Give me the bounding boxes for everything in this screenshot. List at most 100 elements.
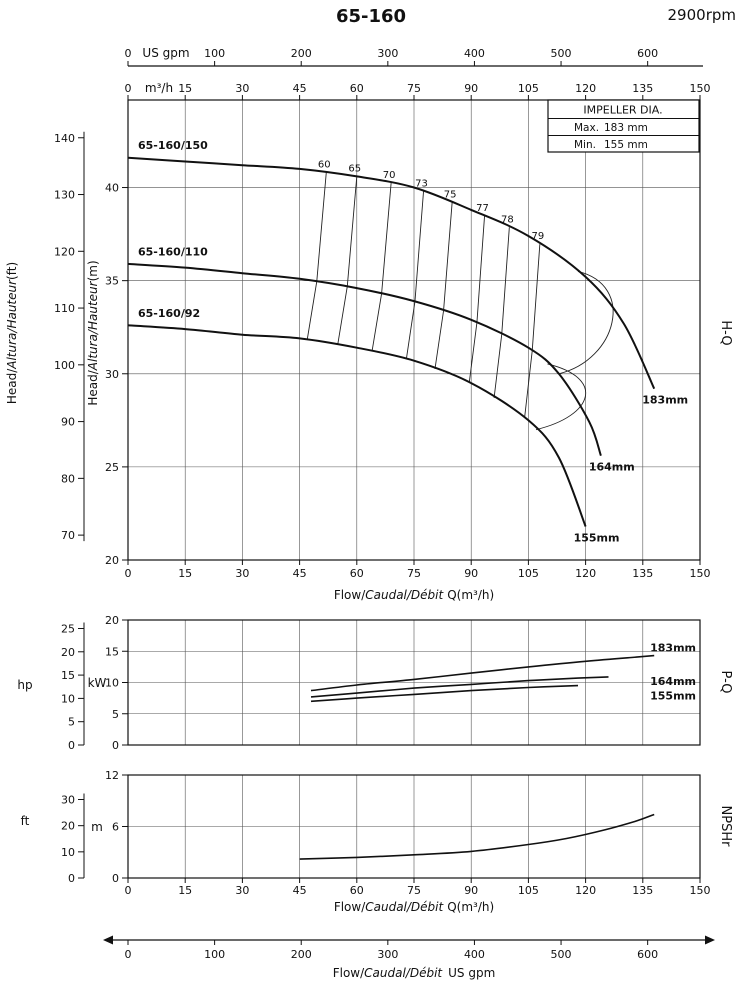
- npshr-flow-caption: Flow/Caudal/Débit Q(m³/h): [334, 900, 494, 914]
- npshr-curve: [299, 813, 655, 860]
- efficiency-line: [524, 244, 541, 418]
- npsh-m-tick-label: 12: [105, 769, 119, 782]
- pq-panel-label: P-Q: [718, 671, 733, 694]
- axis-arrow-right-icon: [705, 935, 715, 945]
- flow-tick-label: 105: [518, 567, 539, 580]
- npsh-m-tick-label: 0: [112, 872, 119, 885]
- gpm-flow-caption: Flow/Caudal/Débit US gpm: [333, 966, 496, 980]
- power-kw-tick-label: 0: [112, 739, 119, 752]
- impeller-min-label: Min.: [574, 139, 596, 151]
- head-ft-tick-label: 120: [54, 245, 75, 258]
- flow-tick-label: 150: [690, 567, 711, 580]
- npsh-ft-tick-label: 0: [68, 872, 75, 885]
- efficiency-label: 73: [415, 178, 428, 189]
- head-ft-tick-label: 70: [61, 529, 75, 542]
- head-ft-axis-label: Head/Altura/Hauteur(ft): [5, 262, 19, 404]
- flow-tick-label: 15: [178, 884, 192, 897]
- power-hp-tick-label: 0: [68, 739, 75, 752]
- power-curve-label: 164mm: [650, 675, 696, 688]
- m3h-tick-label: 105: [518, 82, 539, 95]
- efficiency-label: 77: [476, 203, 489, 214]
- flow-tick-label: 0: [125, 884, 132, 897]
- kw-unit-label: kW: [88, 676, 107, 690]
- gpm-tick-label: 200: [291, 948, 312, 961]
- gpm-tick-label: 500: [551, 47, 572, 60]
- impeller-max-value: 183 mm: [604, 122, 648, 134]
- flow-tick-label: 45: [293, 567, 307, 580]
- ft-unit-label: ft: [21, 814, 30, 828]
- curve-diameter-label: 164mm: [589, 461, 635, 474]
- efficiency-line: [493, 227, 510, 399]
- flow-tick-label: 30: [235, 884, 249, 897]
- m3h-unit-label: m³/h: [145, 81, 173, 95]
- gpm-tick-label: 100: [204, 948, 225, 961]
- flow-tick-label: 0: [125, 567, 132, 580]
- hq-panel-label: H-Q: [718, 320, 733, 345]
- impeller-min-value: 155 mm: [604, 139, 648, 151]
- gpm-tick-label: 600: [637, 47, 658, 60]
- hq-curve-164mm: [127, 262, 602, 457]
- head-ft-tick-label: 100: [54, 359, 75, 372]
- impeller-box-title: IMPELLER DIA.: [583, 104, 662, 117]
- flow-tick-label: 75: [407, 884, 421, 897]
- efficiency-island: [535, 363, 587, 431]
- impeller-box-frame: [547, 99, 700, 153]
- head-ft-tick-label: 80: [61, 472, 75, 485]
- efficiency-line: [405, 191, 424, 360]
- m3h-tick-label: 75: [407, 82, 421, 95]
- gpm-tick-label: 500: [551, 948, 572, 961]
- power-curve-label: 155mm: [650, 690, 696, 703]
- npshr-panel-label: NPSHr: [718, 806, 733, 848]
- flow-tick-label: 150: [690, 884, 711, 897]
- m3h-tick-label: 120: [575, 82, 596, 95]
- hp-unit-label: hp: [17, 678, 32, 692]
- page-title: 65-160: [336, 6, 406, 27]
- efficiency-label: 75: [444, 189, 457, 200]
- m3h-tick-label: 30: [235, 82, 249, 95]
- efficiency-label: 65: [348, 163, 361, 174]
- power-hp-tick-label: 20: [61, 646, 75, 659]
- curve-diameter-label: 183mm: [642, 394, 688, 407]
- impeller-dia-box: IMPELLER DIA. Max. 183 mm Min. 155 mm: [547, 99, 700, 153]
- power-kw-tick-label: 15: [105, 645, 119, 658]
- head-ft-tick-label: 90: [61, 416, 75, 429]
- flow-tick-label: 105: [518, 884, 539, 897]
- flow-tick-label: 30: [235, 567, 249, 580]
- power-hp-tick-label: 5: [68, 716, 75, 729]
- pq-curve-183mm: [310, 654, 655, 692]
- npsh-ft-tick-label: 10: [61, 846, 75, 859]
- efficiency-line: [434, 202, 453, 369]
- flow-tick-label: 60: [350, 567, 364, 580]
- gpm-tick-label: 300: [377, 47, 398, 60]
- m3h-tick-label: 90: [464, 82, 478, 95]
- head-ft-tick-label: 110: [54, 302, 75, 315]
- m-unit-label: m: [91, 820, 103, 834]
- efficiency-label: 70: [383, 170, 396, 181]
- head-m-tick-label: 20: [105, 554, 119, 567]
- head-m-tick-label: 40: [105, 182, 119, 195]
- power-curve-label: 183mm: [650, 642, 696, 655]
- flow-tick-label: 15: [178, 567, 192, 580]
- gpm-tick-label: 0: [125, 948, 132, 961]
- power-hp-tick-label: 15: [61, 669, 75, 682]
- pq-curve-155mm: [310, 684, 579, 703]
- head-m-tick-label: 30: [105, 368, 119, 381]
- head-ft-tick-label: 140: [54, 132, 75, 145]
- power-hp-tick-label: 10: [61, 692, 75, 705]
- power-kw-tick-label: 5: [112, 708, 119, 721]
- flow-tick-label: 135: [632, 567, 653, 580]
- flow-tick-label: 120: [575, 884, 596, 897]
- curve-name-label: 65-160/150: [138, 139, 208, 152]
- m3h-tick-label: 45: [293, 82, 307, 95]
- curve-name-label: 65-160/92: [138, 307, 200, 320]
- m3h-tick-label: 135: [632, 82, 653, 95]
- flow-tick-label: 135: [632, 884, 653, 897]
- gpm-tick-label: 600: [637, 948, 658, 961]
- efficiency-label: 79: [531, 231, 544, 242]
- m3h-tick-label: 0: [125, 82, 132, 95]
- gpm-tick-label: 300: [377, 948, 398, 961]
- flow-tick-label: 45: [293, 884, 307, 897]
